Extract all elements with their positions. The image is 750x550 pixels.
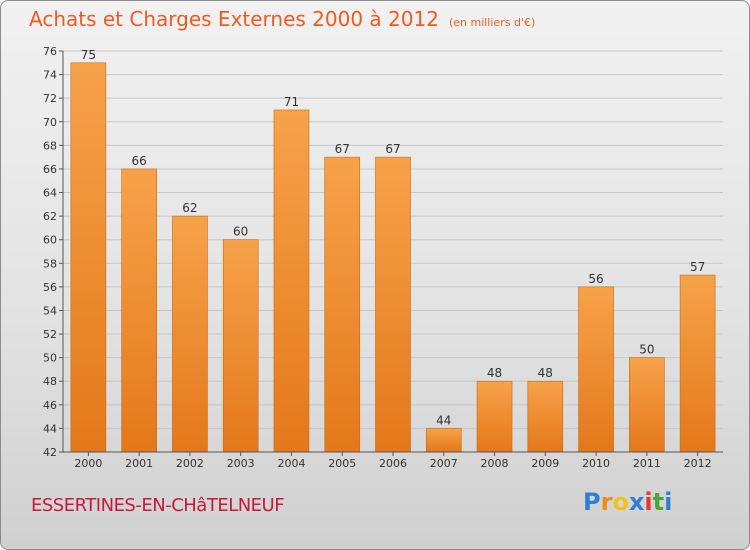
y-tick-label: 56: [43, 281, 57, 294]
y-tick-label: 72: [43, 92, 57, 105]
y-tick-label: 46: [43, 399, 57, 412]
bar: [629, 357, 665, 453]
y-tick-label: 44: [43, 422, 57, 435]
y-tick-label: 74: [43, 69, 57, 82]
data-label: 71: [284, 95, 299, 109]
bar: [70, 62, 107, 453]
bar: [324, 156, 361, 453]
x-tick-label: 2000: [74, 457, 102, 470]
bar: [679, 274, 716, 453]
data-label: 50: [639, 343, 654, 357]
y-tick-label: 42: [43, 446, 57, 459]
brand-letter: x: [628, 488, 645, 516]
data-label: 67: [385, 142, 400, 156]
data-label: 60: [233, 225, 248, 239]
brand-letter: i: [644, 488, 653, 516]
data-label: 56: [588, 272, 603, 286]
bar: [425, 428, 462, 453]
data-label: 48: [487, 366, 502, 380]
y-tick-label: 66: [43, 163, 57, 176]
brand-letter: i: [664, 488, 673, 516]
brand-letter: t: [652, 488, 665, 516]
x-tick-label: 2012: [684, 457, 712, 470]
bar: [527, 380, 564, 453]
y-tick-label: 50: [43, 352, 57, 365]
brand-letter: o: [612, 488, 629, 516]
x-tick-label: 2005: [328, 457, 356, 470]
data-label: 44: [436, 413, 451, 427]
x-tick-label: 2002: [176, 457, 204, 470]
bar: [121, 168, 157, 453]
y-tick-label: 54: [43, 304, 57, 317]
proxiti-logo: Proxiti: [583, 488, 672, 516]
y-tick-label: 62: [43, 210, 57, 223]
bar: [375, 156, 411, 453]
data-label: 62: [182, 201, 197, 215]
y-tick-label: 64: [43, 187, 57, 200]
x-tick-label: 2011: [633, 457, 661, 470]
data-label: 67: [335, 142, 350, 156]
x-tick-label: 2003: [227, 457, 255, 470]
y-tick-label: 60: [43, 234, 57, 247]
x-tick-label: 2010: [582, 457, 610, 470]
brand-letter: P: [583, 488, 601, 516]
bar: [222, 239, 259, 453]
data-label: 66: [132, 154, 147, 168]
y-tick-label: 70: [43, 116, 57, 129]
y-tick-label: 48: [43, 375, 57, 388]
data-label: 75: [81, 48, 96, 62]
y-tick-label: 52: [43, 328, 57, 341]
bar: [476, 380, 513, 453]
chart-subtitle: (en milliers d'€): [448, 16, 536, 29]
y-tick-label: 76: [43, 45, 57, 58]
y-tick-label: 58: [43, 257, 57, 270]
bar: [172, 215, 208, 453]
x-tick-label: 2001: [125, 457, 153, 470]
data-label: 57: [690, 260, 705, 274]
x-tick-label: 2007: [430, 457, 458, 470]
x-tick-label: 2004: [277, 457, 305, 470]
x-tick-label: 2006: [379, 457, 407, 470]
y-tick-label: 68: [43, 139, 57, 152]
chart-title: Achats et Charges Externes 2000 à 2012 (e…: [29, 7, 536, 31]
bar: [578, 286, 614, 453]
data-label: 48: [538, 366, 553, 380]
commune-name: ESSERTINES-EN-CHâTELNEUF: [31, 495, 285, 516]
x-tick-label: 2008: [481, 457, 509, 470]
bar: [273, 109, 310, 453]
brand-letter: r: [600, 488, 613, 516]
x-tick-label: 2009: [531, 457, 559, 470]
